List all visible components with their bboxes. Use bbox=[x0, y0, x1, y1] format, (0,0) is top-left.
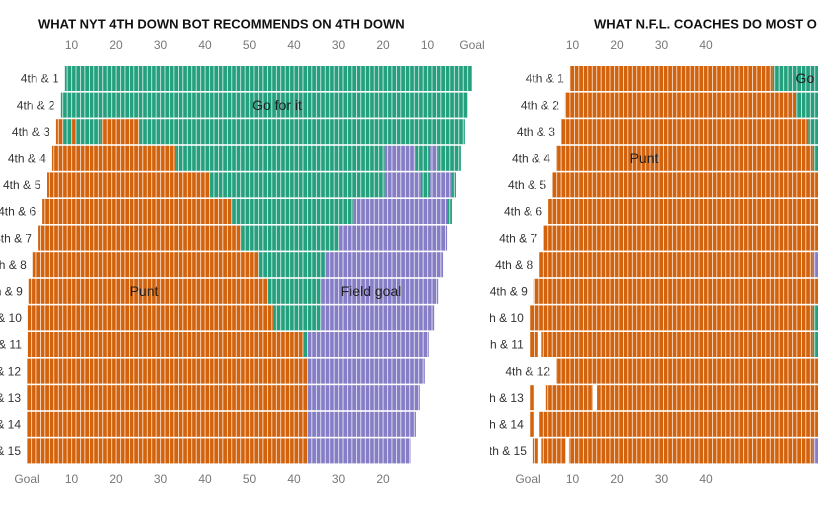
annotation: Punt bbox=[130, 283, 159, 299]
top-tick-label: 30 bbox=[655, 38, 669, 52]
row-label: 4th & 7 bbox=[0, 231, 32, 245]
row-label: 4th & 9 bbox=[490, 284, 528, 298]
row-label: 4th & 11 bbox=[480, 338, 524, 352]
annotation: Punt bbox=[630, 150, 659, 166]
row-label: 4th & 7 bbox=[499, 231, 537, 245]
annotation: Go for it bbox=[252, 97, 302, 113]
top-tick-label: 20 bbox=[109, 38, 123, 52]
bottom-tick-label: 40 bbox=[287, 472, 301, 486]
bottom-tick-label: 30 bbox=[332, 472, 346, 486]
yard-stripes bbox=[528, 66, 818, 465]
row-label: 4th & 8 bbox=[495, 258, 533, 272]
top-tick-label: 30 bbox=[332, 38, 346, 52]
bottom-tick-label: 40 bbox=[198, 472, 212, 486]
top-tick-label: 10 bbox=[566, 38, 580, 52]
bottom-tick-label: 30 bbox=[154, 472, 168, 486]
row-label: 4th & 14 bbox=[479, 417, 524, 431]
top-tick-label: 50 bbox=[243, 38, 257, 52]
top-tick-label: 40 bbox=[699, 38, 713, 52]
top-tick-label: 40 bbox=[198, 38, 212, 52]
bottom-tick-label: 30 bbox=[655, 472, 669, 486]
bottom-tick-label: 10 bbox=[65, 472, 79, 486]
bottom-tick-label: 20 bbox=[376, 472, 390, 486]
top-tick-label: 30 bbox=[154, 38, 168, 52]
bottom-tick-label: Goal bbox=[515, 472, 540, 486]
bottom-tick-label: 10 bbox=[566, 472, 580, 486]
top-tick-label: 20 bbox=[376, 38, 390, 52]
row-label: 4th & 13 bbox=[479, 391, 524, 405]
top-tick-label: 20 bbox=[610, 38, 624, 52]
row-label: 4th & 8 bbox=[0, 258, 27, 272]
top-tick-label: 40 bbox=[287, 38, 301, 52]
row-label: 4th & 15 bbox=[482, 444, 527, 458]
annotation: Go bbox=[796, 70, 815, 86]
top-tick-label: 10 bbox=[421, 38, 435, 52]
bottom-tick-label: Goal bbox=[14, 472, 39, 486]
row-label: 4th & 10 bbox=[0, 311, 22, 325]
row-label: 4th & 13 bbox=[0, 391, 21, 405]
row-label: 4th & 14 bbox=[0, 417, 21, 431]
row-label: 4th & 10 bbox=[479, 311, 524, 325]
bottom-tick-label: 50 bbox=[243, 472, 257, 486]
panel-title: WHAT N.F.L. COACHES DO MOST O bbox=[594, 16, 817, 31]
bottom-tick-label: 20 bbox=[109, 472, 123, 486]
row-label: 4th & 11 bbox=[0, 338, 22, 352]
bottom-tick-label: 20 bbox=[610, 472, 624, 486]
top-tick-label: 10 bbox=[65, 38, 79, 52]
yard-stripes bbox=[27, 66, 472, 465]
row-label: 4th & 12 bbox=[0, 364, 21, 378]
panel: WHAT NYT 4TH DOWN BOT RECOMMENDS ON 4TH … bbox=[0, 16, 485, 486]
annotation: Field goal bbox=[341, 283, 402, 299]
panel-title: WHAT NYT 4TH DOWN BOT RECOMMENDS ON 4TH … bbox=[38, 16, 405, 31]
row-label: 4th & 9 bbox=[0, 284, 23, 298]
top-tick-label: Goal bbox=[459, 38, 484, 52]
bottom-tick-label: 40 bbox=[699, 472, 713, 486]
row-label: 4th & 15 bbox=[0, 444, 21, 458]
